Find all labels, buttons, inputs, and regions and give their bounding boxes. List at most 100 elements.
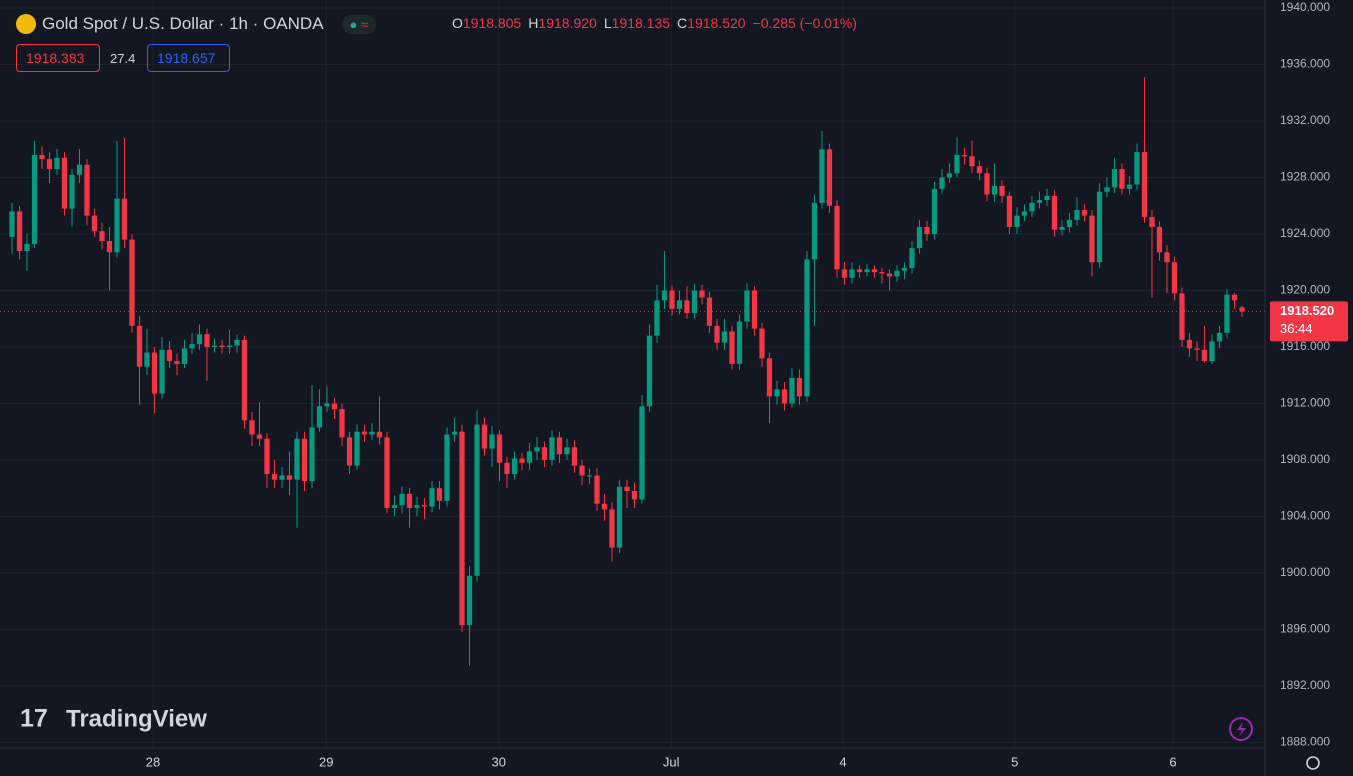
candle-body: [1021, 211, 1028, 216]
candle-body: [654, 300, 660, 336]
candle-body: [489, 434, 495, 449]
candle-body: [1111, 169, 1118, 188]
candle-body: [196, 334, 203, 345]
candle-body: [181, 348, 188, 364]
candle-body: [414, 505, 420, 508]
grid: [0, 0, 1265, 748]
candle-body: [1134, 152, 1140, 185]
candle-body: [721, 331, 728, 343]
candle-body: [766, 358, 773, 397]
candle-body: [286, 475, 293, 480]
candle-body: [256, 434, 263, 439]
alert-button[interactable]: [1229, 717, 1253, 741]
y-tick-label: 1940.000: [1280, 0, 1330, 14]
candle-body: [166, 349, 173, 362]
candle-body: [841, 269, 848, 278]
candle-body: [519, 458, 525, 463]
candle-body: [481, 424, 488, 449]
candle-body: [1014, 215, 1020, 227]
alert-icon: [1237, 722, 1246, 737]
candle-body: [871, 269, 878, 273]
y-tick-label: 1904.000: [1280, 509, 1330, 523]
axes: 1888.000 1892.000 1896.000 1900.000 1904.000…: [146, 0, 1348, 769]
y-tick-label: 1932.000: [1280, 113, 1330, 127]
candle-body: [834, 205, 840, 270]
candle-body: [661, 290, 668, 301]
y-tick-label: 1896.000: [1280, 622, 1330, 636]
candle-body: [151, 352, 158, 394]
candle-body: [819, 149, 825, 203]
candle-body: [969, 156, 975, 167]
candle-body: [976, 166, 983, 174]
candle-body: [1201, 349, 1208, 362]
candle-body: [586, 475, 593, 477]
candle-body: [31, 154, 38, 244]
candle-body: [219, 345, 225, 347]
x-tick-label: 28: [146, 754, 160, 769]
status-badge[interactable]: ● ≈: [341, 14, 377, 34]
candle-body: [99, 231, 105, 242]
candle-body: [301, 438, 308, 482]
settings-button[interactable]: [1306, 756, 1320, 770]
candle-body: [714, 325, 720, 343]
symbol-title[interactable]: Gold Spot / U.S. Dollar · 1h · OANDA: [42, 14, 324, 33]
candle-body: [241, 339, 248, 421]
candle-body: [1179, 293, 1185, 340]
candle-body: [189, 344, 195, 349]
spread: 27.4: [110, 50, 136, 66]
candle-body: [271, 474, 278, 480]
y-tick-label: 1908.000: [1280, 452, 1330, 466]
candle-body: [991, 185, 998, 195]
x-tick-label: 6: [1169, 754, 1176, 769]
candle-body: [556, 437, 563, 455]
candle-body: [879, 272, 885, 274]
candle-body: [886, 273, 893, 277]
candle-body: [121, 198, 128, 240]
candle-body: [984, 173, 990, 195]
candle-body: [339, 409, 345, 438]
y-tick-label: 1916.000: [1280, 339, 1330, 353]
candle-body: [69, 174, 75, 209]
x-tick-label: 4: [839, 754, 846, 769]
candle-body: [624, 486, 630, 491]
candle-body: [24, 243, 30, 251]
candle-body: [279, 475, 285, 480]
candle-body: [1104, 187, 1110, 192]
candle-body: [631, 490, 638, 500]
candle-body: [234, 339, 240, 346]
ohlc-item: O1918.805: [452, 15, 521, 31]
candle-body: [114, 198, 120, 253]
ohlc-key: L: [603, 15, 612, 31]
ohlc-key: H: [528, 15, 539, 31]
candle-body: [1119, 169, 1125, 189]
candle-body: [1149, 217, 1155, 227]
candle-body: [796, 378, 803, 397]
candle-body: [1239, 307, 1245, 312]
candle-body: [549, 437, 555, 460]
change: −0.285 (−0.01%): [752, 15, 857, 31]
candle-body: [354, 431, 360, 466]
candle-body: [1059, 226, 1065, 230]
candles: [0, 77, 1265, 667]
x-tick-label: Jul: [663, 754, 680, 769]
candle-body: [856, 269, 863, 273]
candle-body: [226, 345, 233, 347]
candle-body: [211, 345, 218, 347]
candle-body: [429, 488, 435, 507]
candle-body: [316, 406, 323, 428]
candle-body: [376, 431, 383, 438]
ask-box[interactable]: 1918.657: [147, 44, 230, 72]
bid-box[interactable]: 1918.383: [16, 44, 100, 72]
candle-body: [129, 239, 135, 326]
candle-body: [399, 493, 405, 506]
candle-body: [106, 241, 113, 253]
candle-body: [526, 451, 533, 463]
symbol-header: Gold Spot / U.S. Dollar · 1h · OANDA ● ≈: [16, 12, 377, 36]
candle-body: [1224, 294, 1230, 333]
candle-body: [1231, 294, 1238, 301]
candle-body: [729, 331, 735, 364]
ohlc-item: H1918.920: [528, 15, 597, 31]
